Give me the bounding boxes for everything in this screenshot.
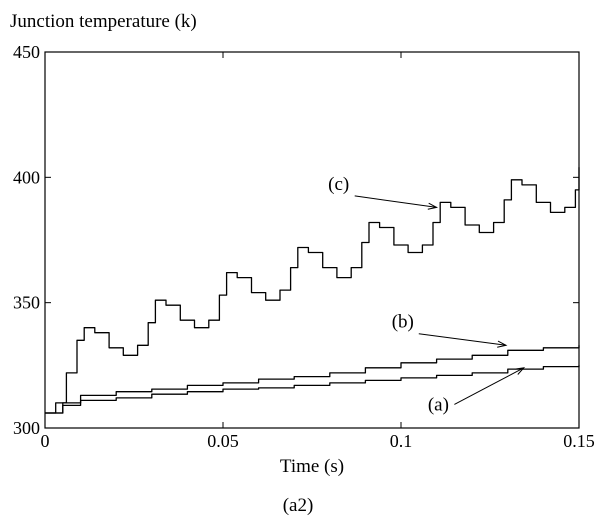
x-tick-label-0: 0: [41, 431, 50, 451]
annotation-label-1: (b): [392, 312, 414, 333]
x-tick-labels: 0 0.05 0.1 0.15: [41, 431, 595, 451]
annotation-arrow-2: [454, 367, 525, 405]
plot-frame: [44, 51, 580, 429]
figure-caption: (a2): [283, 495, 314, 516]
series-line-1: [45, 345, 580, 414]
annotation-arrowhead-1: [497, 340, 508, 348]
y-tick-label-3: 450: [13, 42, 40, 62]
annotation-arrow-1: [418, 333, 507, 346]
y-tick-label-2: 400: [13, 167, 40, 187]
x-tick-label-1: 0.05: [207, 431, 239, 451]
series-line-2: [45, 167, 580, 414]
annotation-label-0: (c): [328, 174, 349, 195]
y-tick-label-0: 300: [13, 418, 40, 438]
x-axis-label: Time (s): [280, 456, 344, 477]
series-line-0: [45, 365, 580, 414]
series-lines: [45, 167, 580, 414]
y-axis-label: Junction temperature (k): [10, 11, 197, 32]
y-tick-labels: 300 350 400 450: [13, 42, 40, 438]
annotation-label-2: (a): [428, 394, 449, 415]
series-annotations: (c) (b) (a): [328, 174, 526, 415]
y-tick-label-1: 350: [13, 293, 40, 313]
axis-ticks: [44, 51, 580, 429]
annotation-arrowhead-0: [427, 202, 439, 210]
annotation-arrowhead-2: [514, 367, 526, 375]
x-tick-label-2: 0.1: [390, 431, 413, 451]
x-tick-label-3: 0.15: [563, 431, 595, 451]
annotation-arrow-0: [354, 195, 437, 208]
